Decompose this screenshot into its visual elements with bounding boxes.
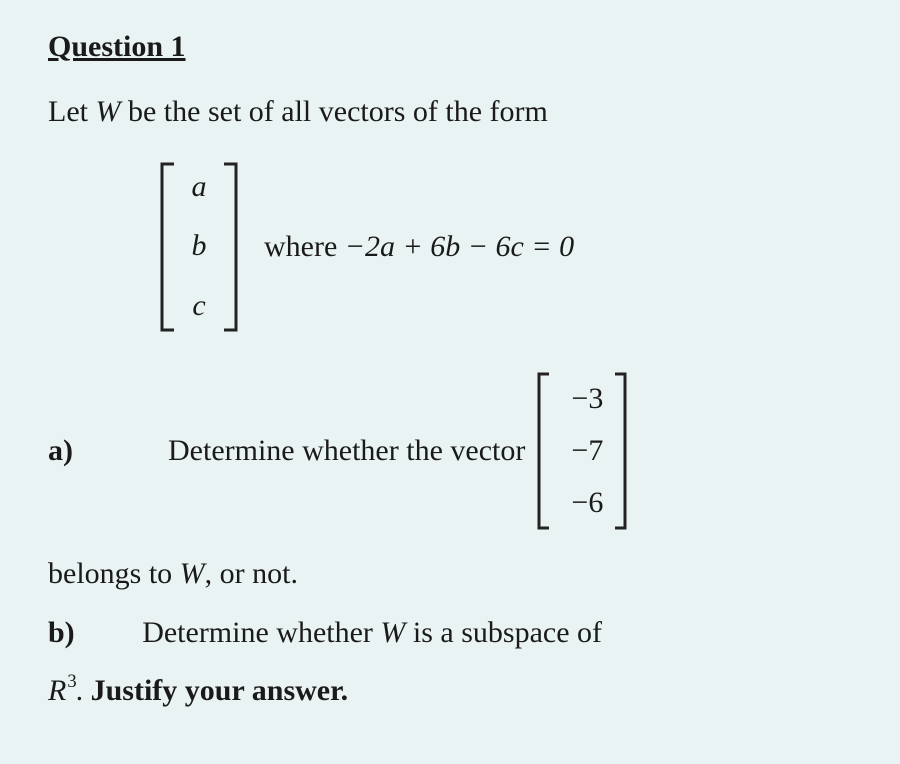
part-b-text-before: Determine whether [142,616,380,649]
condition-where: where [264,230,345,263]
intro-line: Let W be the set of all vectors of the f… [48,90,852,134]
condition-equation: −2a + 6b − 6c = 0 [345,230,574,263]
question-title: Question 1 [48,30,852,64]
intro-W: W [95,95,120,128]
part-a-text-before: Determine whether the vector [168,427,525,475]
part-a-W: W [180,557,205,590]
vector-entries: a b c [184,162,214,332]
intro-prefix: Let [48,95,95,128]
right-bracket-icon [222,162,240,332]
part-a-row: a) Determine whether the vector −3 −7 −6 [48,372,852,530]
left-bracket-icon [158,162,176,332]
part-b-line-2: R3. Justify your answer. [48,669,852,713]
test-vector-entries: −3 −7 −6 [557,372,607,530]
part-a-label: a) [48,427,108,475]
vector-definition: a b c where −2a + 6b − 6c = 0 [158,162,852,332]
part-b-text-mid: is a subspace of [405,616,602,649]
part-b-R: R [48,674,66,707]
right-bracket-icon [613,372,629,530]
part-a-after-prefix: belongs to [48,557,180,590]
part-b-label: b) [48,616,75,649]
left-bracket-icon [535,372,551,530]
part-b-justify: Justify your answer. [91,674,349,707]
test-entry-2: −6 [561,488,603,518]
condition: where −2a + 6b − 6c = 0 [264,230,574,264]
vector-entry-a: a [188,172,210,202]
intro-suffix: be the set of all vectors of the form [120,95,547,128]
question-container: Question 1 Let W be the set of all vecto… [0,0,900,746]
part-b-after: . [76,674,91,707]
part-b-W: W [380,616,405,649]
column-vector-abc: a b c [158,162,240,332]
part-b-line: b) Determine whether W is a subspace of [48,611,852,655]
vector-entry-b: b [188,231,210,261]
vector-to-test: −3 −7 −6 [535,372,629,530]
vector-entry-c: c [188,291,210,321]
part-b-exponent: 3 [67,671,76,692]
part-a-after-suffix: , or not. [205,557,298,590]
test-entry-0: −3 [561,384,603,414]
part-a-text-after: belongs to W, or not. [48,552,852,596]
test-entry-1: −7 [561,436,603,466]
